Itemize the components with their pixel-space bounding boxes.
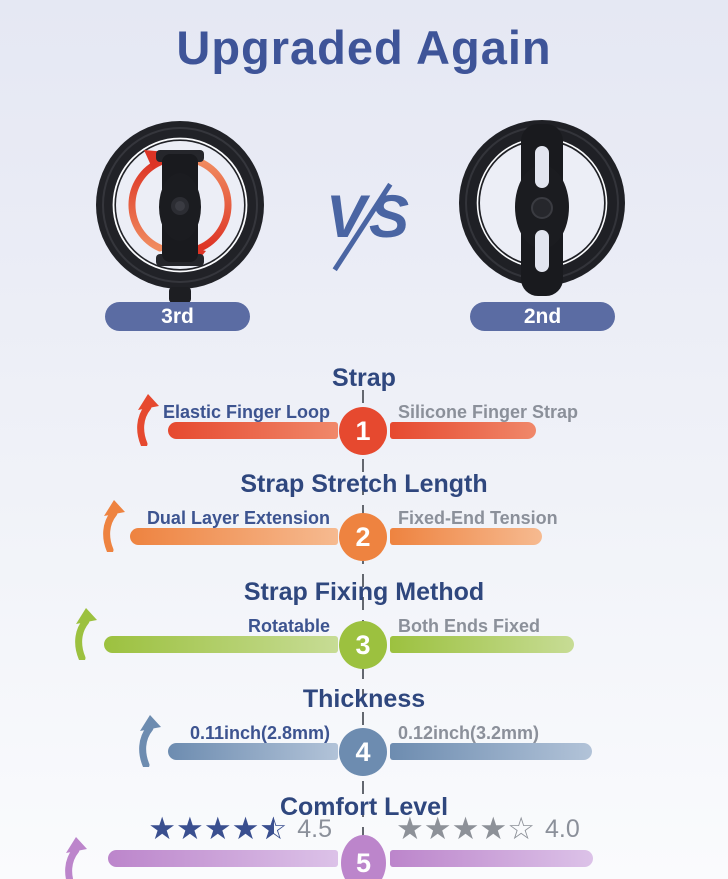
up-arrow-icon (75, 608, 97, 660)
right-feature-label: Both Ends Fixed (398, 616, 541, 636)
ring-2nd-gen-image (459, 120, 625, 296)
left-bar (130, 528, 338, 545)
right-bar (390, 528, 542, 545)
left-feature-label: Dual Layer Extension (146, 508, 330, 528)
elastic-strap (156, 150, 204, 266)
dashed-connector-line (362, 390, 364, 838)
left-bar (108, 850, 338, 867)
rating-value: 4.5 (297, 815, 332, 843)
up-arrow-icon (65, 837, 87, 879)
star-full-icon (396, 814, 424, 845)
rating-3rd-gen: 4.5 (148, 814, 332, 845)
star-full-icon (479, 814, 507, 845)
star-empty-icon (507, 814, 535, 845)
comparison-row-fixing-method: Strap Fixing Method Rotatable Both Ends … (0, 574, 728, 686)
right-feature-label: Fixed-End Tension (398, 508, 558, 528)
silicone-strap (515, 124, 569, 296)
star-full-icon (232, 814, 260, 845)
up-arrow-icon (103, 500, 125, 552)
left-feature-label: Elastic Finger Loop (162, 402, 330, 422)
star-row (396, 814, 535, 845)
comparison-row-comfort-level: Comfort Level 4.5 4.0 5 (0, 789, 728, 879)
left-bar (168, 743, 338, 760)
star-full-icon (148, 814, 176, 845)
comparison-row-thickness: Thickness 0.11inch(2.8mm) 0.12inch(3.2mm… (0, 681, 728, 793)
page-title: Upgraded Again (176, 21, 552, 74)
star-full-icon (204, 814, 232, 845)
row-number-badge: 2 (339, 513, 387, 561)
star-half-icon (259, 814, 287, 845)
row-number-badge: 3 (339, 621, 387, 669)
row-title: Comfort Level (279, 793, 449, 821)
rating-2nd-gen: 4.0 (396, 814, 580, 845)
row-title: Strap Fixing Method (243, 578, 485, 606)
row-number-badge: 1 (339, 407, 387, 455)
star-full-icon (176, 814, 204, 845)
badge-2nd: 2nd (470, 302, 615, 331)
right-feature-label: Silicone Finger Strap (398, 402, 579, 422)
comparison-row-strap: Strap Elastic Finger Loop Silicone Finge… (0, 360, 728, 472)
star-full-icon (452, 814, 480, 845)
star-full-icon (424, 814, 452, 845)
up-arrow-icon (137, 394, 159, 446)
right-bar (390, 743, 592, 760)
up-arrow-icon (139, 715, 161, 767)
star-row (148, 814, 287, 845)
row-number-badge: 4 (339, 728, 387, 776)
ring-3rd-gen-image (96, 121, 264, 303)
left-feature-label: 0.11inch(2.8mm) (189, 723, 330, 743)
row-title: Strap Stretch Length (240, 470, 488, 498)
rating-value: 4.0 (544, 815, 580, 843)
row-title: Thickness (302, 685, 426, 713)
badge-3rd: 3rd (105, 302, 250, 331)
left-bar (104, 636, 338, 653)
right-bar (390, 422, 536, 439)
row-title: Strap (332, 364, 396, 392)
row-number-badge: 5 (341, 835, 386, 879)
comparison-row-stretch-length: Strap Stretch Length Dual Layer Extensio… (0, 466, 728, 578)
right-bar (390, 850, 593, 867)
right-bar (390, 636, 574, 653)
left-feature-label: Rotatable (247, 616, 330, 636)
right-feature-label: 0.12inch(3.2mm) (398, 723, 540, 743)
left-bar (168, 422, 338, 439)
